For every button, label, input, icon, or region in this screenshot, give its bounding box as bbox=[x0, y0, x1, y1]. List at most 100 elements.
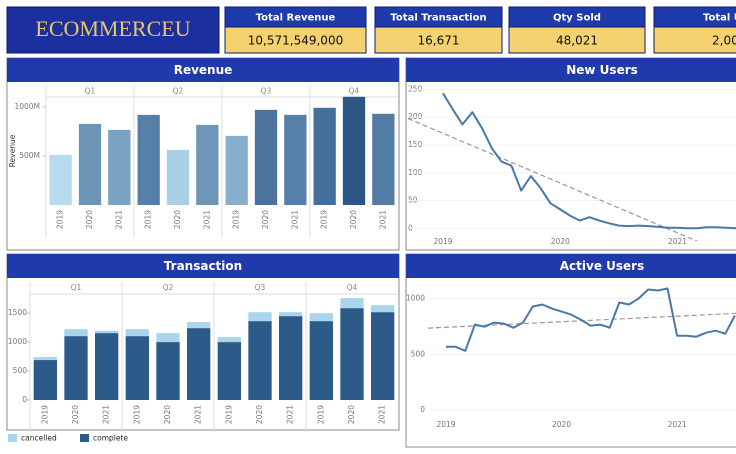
panel-title: Transaction bbox=[164, 259, 242, 273]
bar-segment bbox=[95, 330, 119, 334]
bar bbox=[49, 154, 72, 205]
legend-label: complete bbox=[93, 434, 128, 443]
group-label: Q2 bbox=[163, 283, 174, 292]
bar-segment bbox=[217, 337, 241, 343]
kpi-label: Qty Sold bbox=[553, 13, 601, 24]
bar bbox=[137, 114, 160, 205]
bar-segment bbox=[248, 312, 272, 322]
y-tick-label: 500M bbox=[19, 151, 40, 160]
panel-title-bar bbox=[7, 254, 399, 278]
x-tick-label: 2020 bbox=[261, 210, 270, 229]
group-label: Q1 bbox=[85, 87, 96, 96]
bar bbox=[225, 135, 248, 205]
bar bbox=[313, 107, 336, 205]
bar-segment bbox=[125, 329, 149, 337]
bar-segment bbox=[33, 360, 57, 400]
legend-swatch bbox=[8, 434, 17, 442]
kpi-label: Total Revenue bbox=[256, 13, 336, 24]
bar-segment bbox=[156, 342, 180, 400]
bar bbox=[78, 123, 102, 205]
logo: ECOMMERCEU bbox=[35, 16, 190, 41]
panel bbox=[405, 253, 736, 448]
bar bbox=[254, 109, 278, 205]
x-tick-label: 2021 bbox=[378, 405, 387, 424]
group-label: Q2 bbox=[173, 87, 184, 96]
bar-segment bbox=[217, 342, 241, 400]
bar-segment bbox=[64, 329, 88, 337]
x-tick-label: 2021 bbox=[286, 405, 295, 424]
bar bbox=[108, 129, 131, 205]
kpi-value-box bbox=[653, 26, 736, 54]
x-tick-label: 2019 bbox=[224, 405, 233, 424]
kpi-value: 48,021 bbox=[556, 34, 598, 48]
group-label: Q1 bbox=[71, 283, 82, 292]
x-tick-label: 2019 bbox=[144, 210, 153, 229]
line bbox=[442, 92, 736, 230]
panel-title-bar bbox=[7, 58, 399, 82]
bar bbox=[284, 114, 307, 205]
legend-swatch bbox=[80, 434, 89, 442]
x-tick-label: 2020 bbox=[347, 405, 356, 424]
kpi-label: Total Transaction bbox=[390, 13, 486, 24]
x-tick-label: 2021 bbox=[378, 210, 387, 229]
group-label: Q3 bbox=[255, 283, 266, 292]
x-tick-label: 2019 bbox=[40, 405, 49, 424]
x-tick-label: 2020 bbox=[85, 210, 94, 229]
panel-title: Revenue bbox=[174, 63, 233, 77]
x-tick-label: 2020 bbox=[349, 210, 358, 229]
kpi-value-box bbox=[374, 26, 503, 54]
bar bbox=[196, 124, 219, 205]
bar-segment bbox=[279, 312, 303, 317]
x-tick-label: 2021 bbox=[668, 420, 687, 429]
panel-title: New Users bbox=[566, 63, 638, 77]
x-tick-label: 2020 bbox=[173, 210, 182, 229]
x-tick-label: 2019 bbox=[232, 210, 241, 229]
y-axis-label: Revenue bbox=[8, 134, 17, 167]
x-tick-label: 2020 bbox=[551, 237, 570, 246]
bar-segment bbox=[340, 308, 364, 400]
y-tick-label: 0 bbox=[420, 405, 425, 414]
y-tick-label: 500 bbox=[411, 349, 426, 358]
x-tick-label: 2021 bbox=[668, 237, 687, 246]
x-tick-label: 2019 bbox=[433, 237, 452, 246]
x-tick-label: 2021 bbox=[114, 210, 123, 229]
kpi-label: Total Us bbox=[703, 13, 736, 24]
trend-line bbox=[408, 117, 699, 241]
bar-segment bbox=[309, 321, 333, 400]
bar-segment bbox=[125, 336, 149, 400]
kpi-value: 10,571,549,000 bbox=[248, 34, 343, 48]
x-tick-label: 2019 bbox=[436, 420, 455, 429]
bar-segment bbox=[187, 322, 211, 329]
kpi-value: 2,00 bbox=[712, 34, 736, 48]
group-label: Q4 bbox=[349, 87, 360, 96]
x-tick-label: 2021 bbox=[202, 210, 211, 229]
bar-segment bbox=[279, 316, 303, 400]
x-tick-label: 2021 bbox=[194, 405, 203, 424]
y-tick-label: 1000 bbox=[8, 337, 27, 346]
bar-segment bbox=[371, 312, 395, 400]
x-tick-label: 2020 bbox=[255, 405, 264, 424]
kpi-value: 16,671 bbox=[418, 34, 460, 48]
x-tick-label: 2019 bbox=[320, 210, 329, 229]
bar-segment bbox=[340, 298, 364, 309]
bar-segment bbox=[187, 328, 211, 400]
bar-segment bbox=[156, 333, 180, 343]
x-tick-label: 2021 bbox=[102, 405, 111, 424]
panel-title-bar bbox=[406, 254, 736, 278]
panel bbox=[405, 57, 736, 251]
logo-box bbox=[6, 6, 220, 54]
x-tick-label: 2019 bbox=[56, 210, 65, 229]
x-tick-label: 2020 bbox=[71, 405, 80, 424]
bar bbox=[342, 96, 366, 205]
bar-segment bbox=[309, 313, 333, 322]
bar bbox=[372, 113, 395, 205]
x-tick-label: 2019 bbox=[316, 405, 325, 424]
bar-segment bbox=[33, 357, 57, 361]
x-tick-label: 2020 bbox=[552, 420, 571, 429]
bar bbox=[166, 149, 190, 205]
bar-segment bbox=[371, 305, 395, 313]
y-tick-label: 1000 bbox=[406, 294, 425, 303]
kpi-value-box bbox=[508, 26, 646, 54]
